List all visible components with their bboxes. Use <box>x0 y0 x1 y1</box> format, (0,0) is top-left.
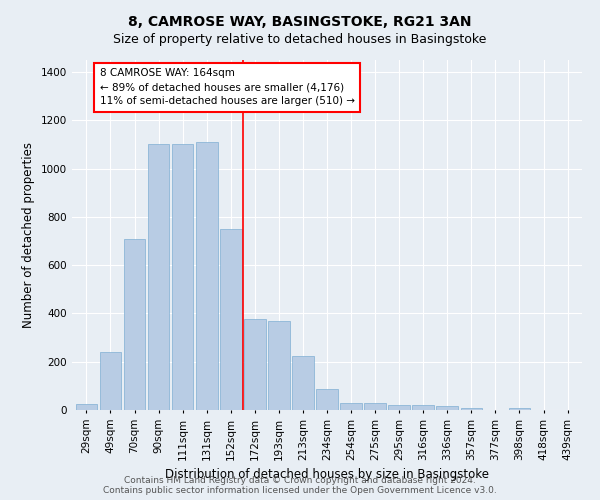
Text: 8 CAMROSE WAY: 164sqm
← 89% of detached houses are smaller (4,176)
11% of semi-d: 8 CAMROSE WAY: 164sqm ← 89% of detached … <box>100 68 355 106</box>
Bar <box>412 405 434 410</box>
Bar <box>220 229 242 410</box>
Text: Contains HM Land Registry data © Crown copyright and database right 2024.
Contai: Contains HM Land Registry data © Crown c… <box>103 476 497 495</box>
Bar <box>340 403 362 410</box>
Bar <box>436 406 458 410</box>
Bar <box>196 142 218 410</box>
Text: 8, CAMROSE WAY, BASINGSTOKE, RG21 3AN: 8, CAMROSE WAY, BASINGSTOKE, RG21 3AN <box>128 15 472 29</box>
Bar <box>461 408 482 410</box>
Bar <box>124 238 145 410</box>
Bar <box>509 408 530 410</box>
Bar <box>268 320 290 410</box>
Text: Size of property relative to detached houses in Basingstoke: Size of property relative to detached ho… <box>113 32 487 46</box>
Bar <box>364 403 386 410</box>
Bar <box>100 352 121 410</box>
X-axis label: Distribution of detached houses by size in Basingstoke: Distribution of detached houses by size … <box>165 468 489 481</box>
Bar <box>316 390 338 410</box>
Bar <box>172 144 193 410</box>
Bar <box>244 320 266 410</box>
Y-axis label: Number of detached properties: Number of detached properties <box>22 142 35 328</box>
Bar <box>388 405 410 410</box>
Bar <box>292 356 314 410</box>
Bar <box>76 404 97 410</box>
Bar <box>148 144 169 410</box>
